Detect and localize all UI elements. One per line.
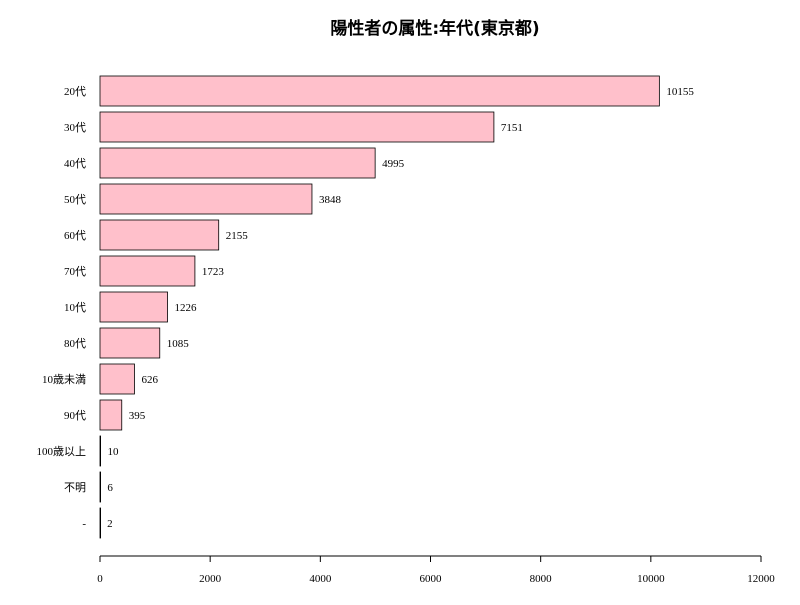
bar-11 [99, 471, 102, 503]
bar-6 [99, 291, 168, 323]
bars-layer: 20代 10155 30代 7151 40代 4995 50代 3848 60代 2155 70代 1… [37, 75, 694, 539]
category-label-7: 80代 [64, 337, 86, 350]
value-label-12: 2 [107, 518, 113, 530]
x-tick-label-4: 8000 [530, 573, 553, 585]
x-tick-label-1: 2000 [199, 573, 222, 585]
value-label-1: 7151 [501, 122, 523, 134]
value-label-4: 2155 [226, 230, 249, 242]
bar-3 [99, 183, 313, 215]
value-label-8: 626 [141, 374, 158, 386]
category-label-8: 10歳未満 [42, 373, 86, 386]
value-label-9: 395 [129, 410, 146, 422]
value-label-5: 1723 [202, 266, 225, 278]
bar-0 [99, 75, 660, 107]
bar-10 [99, 435, 102, 467]
bar-5 [99, 255, 196, 287]
category-label-1: 30代 [64, 121, 86, 134]
chart-title: 陽性者の属性:年代(東京都) [330, 18, 539, 39]
x-tick-label-5: 10000 [637, 573, 665, 585]
value-label-0: 10155 [666, 86, 694, 98]
category-label-12: - [82, 518, 86, 530]
x-tick-label-0: 0 [97, 573, 103, 585]
category-label-5: 70代 [64, 265, 86, 278]
x-tick-label-3: 6000 [420, 573, 443, 585]
x-axis: 0 2000 4000 6000 8000 10000 12000 [97, 555, 775, 585]
value-label-7: 1085 [167, 338, 190, 350]
category-label-0: 20代 [64, 85, 86, 98]
x-tick-label-6: 12000 [747, 573, 775, 585]
bar-1 [99, 111, 495, 143]
value-label-3: 3848 [319, 194, 342, 206]
bar-4 [99, 219, 220, 251]
value-label-2: 4995 [382, 158, 405, 170]
category-label-6: 10代 [64, 301, 86, 314]
bar-9 [99, 399, 123, 431]
category-label-4: 60代 [64, 229, 86, 242]
value-label-6: 1226 [175, 302, 198, 314]
bar-8 [99, 363, 135, 395]
bar-12 [99, 507, 102, 539]
category-label-11: 不明 [64, 481, 86, 494]
bar-7 [99, 327, 161, 359]
x-tick-label-2: 4000 [309, 573, 332, 585]
value-label-10: 10 [108, 446, 120, 458]
category-label-10: 100歳以上 [37, 445, 87, 458]
category-label-3: 50代 [64, 193, 86, 206]
value-label-11: 6 [107, 482, 113, 494]
bar-2 [99, 147, 376, 179]
category-label-9: 90代 [64, 409, 86, 422]
category-label-2: 40代 [64, 157, 86, 170]
